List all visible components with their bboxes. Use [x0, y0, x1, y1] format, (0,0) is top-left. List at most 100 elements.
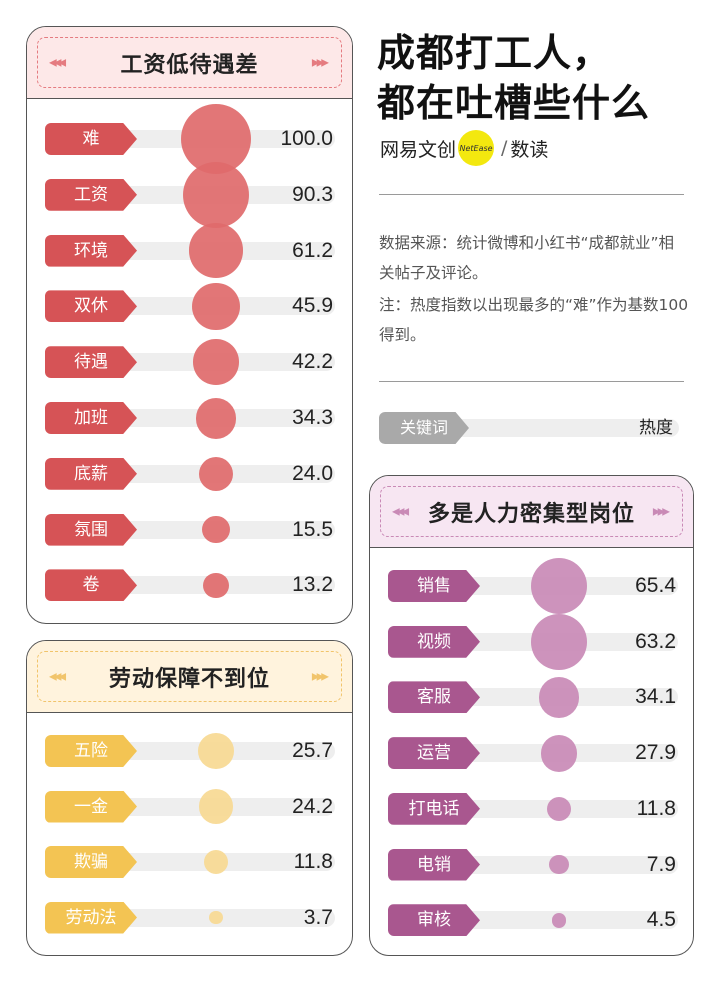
value-label: 15.5	[292, 517, 333, 541]
value-bubble	[551, 912, 567, 928]
remark-text: 注：热度指数以出现最多的“难”作为基数100得到。	[379, 296, 689, 344]
category-label: 劳动法	[45, 901, 137, 934]
chart-row: 欺骗 11.8	[27, 846, 352, 878]
panel-header: ◀◀◀ 劳动保障不到位 ▶▶▶	[27, 641, 352, 713]
chart-row: 加班 34.3	[27, 397, 352, 439]
value-label: 34.1	[635, 685, 676, 709]
main-title: 成都打工人， 都在吐槽些什么	[377, 28, 650, 128]
title-line-2: 都在吐槽些什么	[377, 81, 651, 125]
chart-row: 待遇 42.2	[27, 339, 352, 385]
panel-header: ◀◀◀ 工资低待遇差 ▶▶▶	[27, 27, 352, 99]
category-label: 工资	[45, 178, 137, 211]
category-label: 氛围	[45, 513, 137, 546]
value-bubble	[192, 282, 240, 331]
category-label: 运营	[388, 737, 480, 770]
value-label: 61.2	[292, 238, 333, 262]
chart-row: 销售 65.4	[370, 557, 693, 615]
panel-labor-intensive-jobs: ◀◀◀ 多是人力密集型岗位 ▶▶▶ 销售 65.4 视频 63.2 客服 34.1 运营 27…	[369, 475, 694, 956]
category-label: 加班	[45, 402, 137, 434]
value-bubble	[538, 676, 580, 718]
value-label: 65.4	[635, 574, 676, 597]
value-bubble	[198, 733, 234, 769]
panel-title: 劳动保障不到位	[108, 666, 270, 692]
brand-separator: /	[501, 137, 508, 159]
category-label: 销售	[388, 570, 480, 602]
panel-low-pay: ◀◀◀ 工资低待遇差 ▶▶▶ 难 100.0 工资 90.3 环境 61.2 双休 45.9 待…	[26, 26, 353, 624]
value-bubble	[540, 734, 578, 772]
header-dashed-frame	[37, 651, 342, 702]
category-label: 视频	[388, 625, 480, 658]
value-label: 13.2	[292, 573, 333, 597]
right-arrows-icon: ▶▶▶	[652, 506, 670, 517]
right-arrows-icon: ▶▶▶	[311, 671, 329, 682]
data-source-text: 数据来源：统计微博和小红书“成都就业”相关帖子及评论。	[379, 234, 675, 282]
header-dashed-frame	[380, 486, 683, 537]
left-arrows-icon: ◀◀◀	[392, 506, 409, 517]
category-label: 待遇	[45, 346, 137, 379]
category-label: 欺骗	[45, 846, 137, 878]
value-bubble	[549, 854, 569, 875]
divider-bottom	[379, 381, 684, 382]
chart-row: 劳动法 3.7	[27, 901, 352, 934]
brand-left-text: 网易文创	[380, 138, 457, 161]
chart-row: 一金 24.2	[27, 789, 352, 824]
netease-badge-icon: NetEase	[458, 130, 495, 166]
category-label: 电销	[388, 848, 480, 881]
value-bubble	[195, 397, 237, 439]
category-label: 客服	[388, 681, 480, 714]
chart-row: 视频 63.2	[370, 613, 693, 670]
legend: 关键词 热度	[379, 412, 679, 444]
chart-row: 运营 27.9	[370, 734, 693, 772]
chart-row: 难 100.0	[27, 104, 352, 174]
left-arrows-icon: ◀◀◀	[49, 671, 66, 682]
value-bubble	[531, 613, 587, 670]
chart-row: 电销 7.9	[370, 848, 693, 881]
left-arrows-icon: ◀◀◀	[49, 57, 66, 68]
category-label: 五险	[45, 735, 137, 767]
chart-row: 五险 25.7	[27, 733, 352, 769]
value-bubble	[203, 572, 229, 599]
value-label: 45.9	[292, 294, 333, 318]
notes-block: 数据来源：统计微博和小红书“成都就业”相关帖子及评论。 注：热度指数以出现最多的…	[379, 228, 689, 350]
chart-row: 双休 45.9	[27, 282, 352, 331]
panel-title: 工资低待遇差	[120, 52, 259, 78]
value-label: 34.3	[292, 406, 333, 429]
category-label: 难	[45, 123, 137, 155]
category-label: 双休	[45, 290, 137, 323]
title-line-1: 成都打工人，	[377, 31, 612, 75]
divider-top	[379, 194, 684, 195]
value-label: 25.7	[292, 739, 333, 762]
value-bubble	[202, 515, 230, 544]
category-label: 审核	[388, 904, 480, 937]
chart-row: 卷 13.2	[27, 569, 352, 602]
chart-row: 客服 34.1	[370, 676, 693, 718]
chart-row: 打电话 11.8	[370, 792, 693, 825]
value-bubble	[530, 557, 588, 615]
header-dashed-frame	[37, 37, 342, 88]
value-label: 63.2	[635, 629, 676, 653]
value-label: 11.8	[293, 850, 333, 873]
value-label: 7.9	[646, 852, 676, 876]
chart-row: 工资 90.3	[27, 161, 352, 229]
value-label: 100.0	[280, 127, 333, 150]
value-label: 4.5	[646, 908, 676, 932]
panel-header: ◀◀◀ 多是人力密集型岗位 ▶▶▶	[370, 476, 693, 548]
badge-text: NetEase	[459, 143, 493, 153]
panel-title: 多是人力密集型岗位	[427, 501, 635, 527]
category-label: 底薪	[45, 457, 137, 490]
value-bubble	[188, 223, 244, 278]
value-label: 27.9	[635, 741, 676, 765]
value-bubble	[198, 789, 234, 824]
legend-track	[399, 419, 679, 437]
category-label: 一金	[45, 790, 137, 823]
value-bubble	[198, 456, 234, 491]
value-label: 24.0	[292, 461, 333, 485]
value-bubble	[203, 849, 228, 874]
brand-logo: 网易文创 NetEase / 数读	[380, 130, 548, 166]
right-arrows-icon: ▶▶▶	[311, 57, 329, 68]
legend-heat-label: 热度	[639, 418, 673, 438]
chart-row: 底薪 24.0	[27, 456, 352, 491]
legend-keyword-tag: 关键词	[379, 412, 469, 444]
value-label: 3.7	[303, 905, 333, 929]
category-label: 打电话	[388, 792, 480, 825]
